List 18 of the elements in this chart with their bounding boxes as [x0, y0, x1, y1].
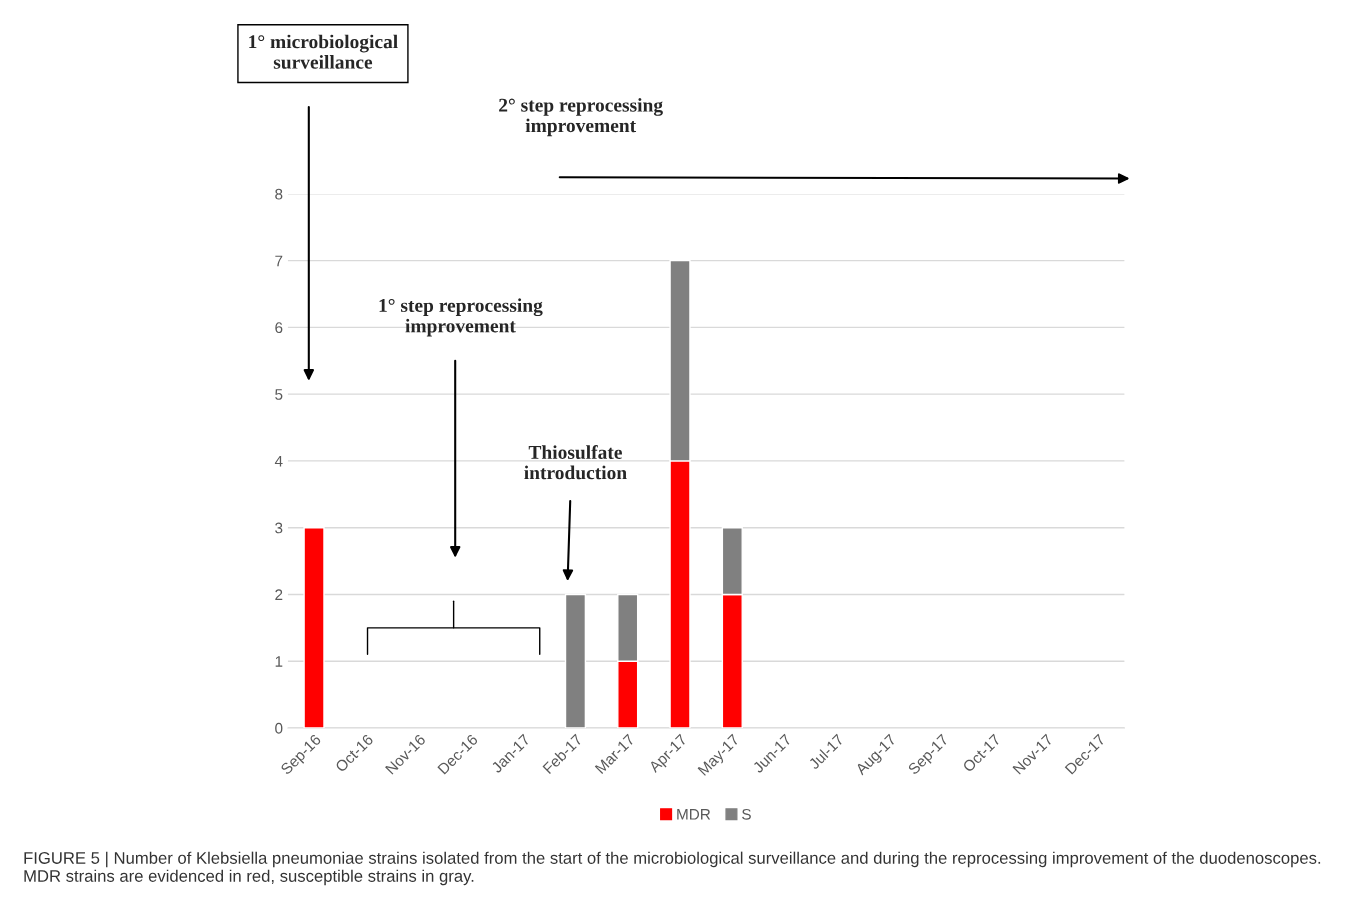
text: 1° microbiological surveillance — [249, 34, 398, 69]
y-tick-label: 8 — [275, 188, 283, 200]
caption: FIGURE 5 | Number of Klebsiella pneumoniae strains isolated from the start of the microbiological surveillance and during the reprocessing improvement of the duodenoscopes. MDR strains are evidenced in red, susceptible strains in gray. — [24, 851, 1321, 886]
y-tick-label: 7 — [275, 255, 283, 267]
annotation: Thiosulfate introduction — [524, 445, 627, 480]
y-tick-label: 3 — [275, 522, 283, 534]
y-tick-label: 5 — [275, 389, 283, 400]
legend-label: S — [742, 808, 751, 820]
bar — [303, 526, 325, 728]
y-tick-label: 0 — [275, 722, 283, 734]
annotation: 1° step reprocessing improvement — [379, 298, 543, 337]
bar — [564, 593, 587, 728]
y-tick-label: 6 — [275, 322, 283, 334]
text: 2° step reprocessing improvement — [499, 98, 663, 137]
y-tick-label: 2 — [275, 589, 283, 600]
legend-label: MDR — [677, 809, 711, 820]
y-tick-label: 1 — [275, 656, 283, 667]
y-tick-label: 4 — [274, 455, 283, 467]
